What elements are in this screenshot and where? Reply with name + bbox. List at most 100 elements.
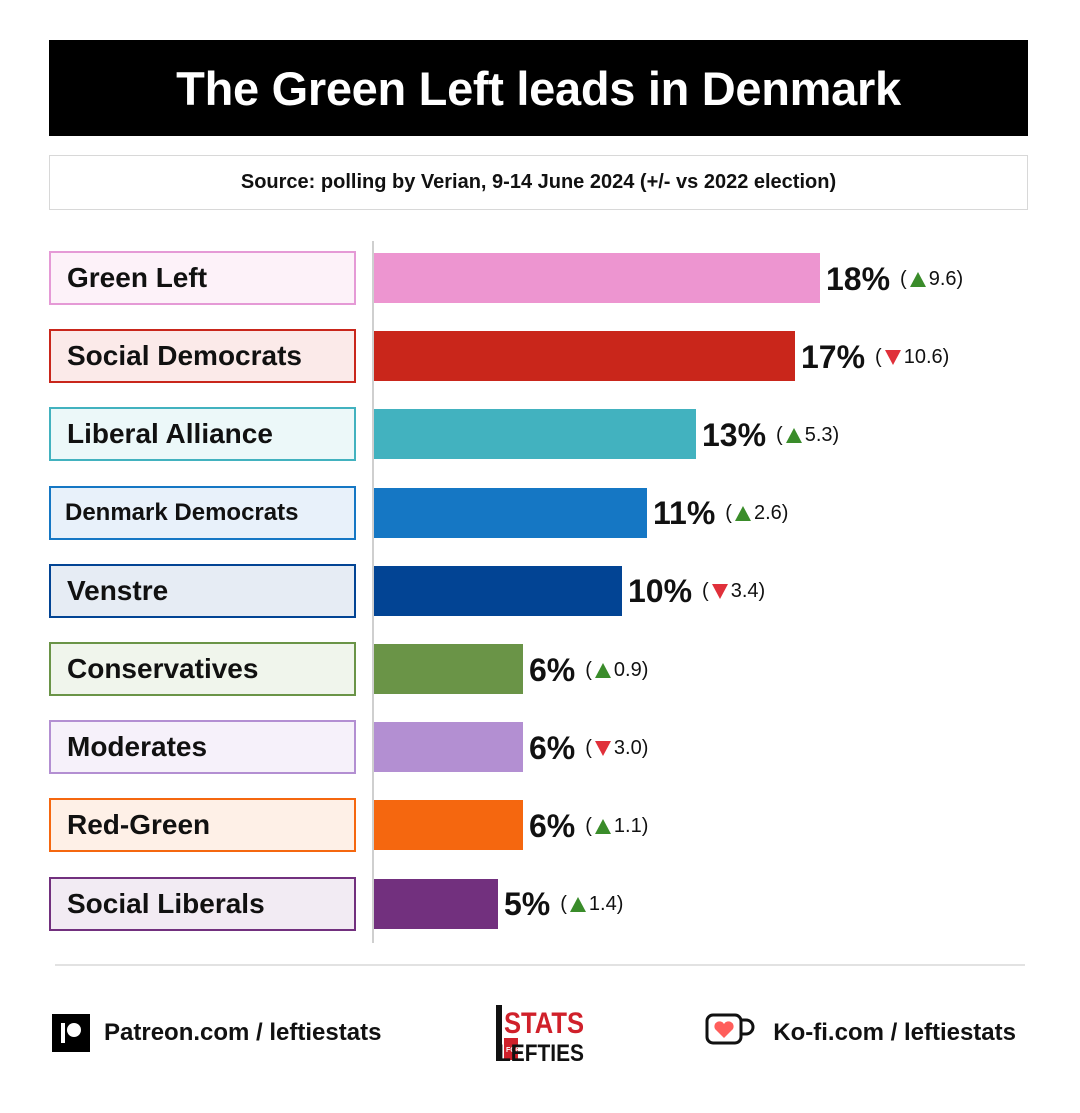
party-label: Social Democrats	[49, 329, 356, 384]
value-label: 10%	[628, 573, 693, 610]
triangle-up-icon	[569, 897, 586, 913]
party-label: Conservatives	[49, 642, 356, 696]
triangle-up-icon	[594, 818, 611, 834]
bar	[374, 565, 622, 616]
triangle-up-icon	[785, 427, 802, 443]
change-label: (2.6)	[725, 502, 788, 525]
bar-value: 5% (1.4)	[504, 883, 623, 927]
bar	[374, 409, 696, 460]
paren-open: (	[725, 502, 732, 525]
bar	[374, 800, 523, 851]
bar-value: 10% (3.4)	[628, 570, 765, 614]
party-label: Liberal Alliance	[49, 407, 356, 462]
bar-value: 6% (1.1)	[529, 804, 648, 848]
paren-open: (	[900, 267, 907, 290]
triangle-down-icon	[711, 584, 728, 600]
bar-row: Red-Green 6% (1.1)	[0, 798, 1080, 853]
change-label: (3.0)	[585, 737, 648, 760]
value-label: 5%	[504, 886, 551, 923]
paren-open: (	[875, 345, 882, 368]
paren-close: )	[832, 423, 840, 446]
bar-row: Denmark Democrats 11% (2.6)	[0, 485, 1080, 540]
subtitle-text: Source: polling by Verian, 9-14 June 202…	[240, 171, 837, 193]
bar-row: Social Democrats 17% (10.6)	[0, 329, 1080, 384]
change-label: (9.6)	[900, 268, 963, 291]
bar-value: 18% (9.6)	[826, 257, 963, 301]
change-label: (0.9)	[585, 659, 648, 682]
bar-row: Moderates 6% (3.0)	[0, 720, 1080, 775]
bar	[374, 487, 647, 538]
logo-for-text: FOR	[506, 1047, 521, 1054]
value-label: 18%	[826, 260, 891, 297]
bar-value: 13% (5.3)	[702, 413, 839, 457]
value-label: 13%	[702, 416, 767, 453]
footer-divider	[55, 964, 1025, 966]
change-label: (1.1)	[585, 815, 648, 838]
stats-for-lefties-logo: STATS FOR LEFTIES	[496, 1003, 586, 1067]
triangle-down-icon	[884, 349, 901, 365]
bar-row: Social Liberals 5% (1.4)	[0, 876, 1080, 931]
party-label: Moderates	[49, 720, 356, 775]
party-label: Social Liberals	[49, 876, 356, 931]
bar	[374, 253, 820, 303]
chart-title: The Green Left leads in Denmark	[49, 40, 1028, 136]
bar	[374, 331, 795, 382]
change-label: (5.3)	[776, 424, 839, 447]
triangle-up-icon	[734, 506, 751, 522]
paren-close: )	[641, 814, 649, 837]
patreon-link[interactable]: Patreon.com / leftiestats	[52, 1013, 381, 1053]
paren-open: (	[560, 893, 567, 916]
bar-value: 11% (2.6)	[653, 492, 788, 536]
change-value: 5.3	[804, 423, 833, 446]
paren-close: )	[942, 345, 950, 368]
kofi-link[interactable]: Ko-fi.com / leftiestats	[705, 1013, 1016, 1053]
paren-close: )	[616, 893, 624, 916]
bar-value: 17% (10.6)	[801, 335, 949, 379]
paren-open: (	[702, 580, 709, 603]
change-value: 3.0	[613, 736, 642, 759]
paren-close: )	[956, 267, 964, 290]
party-label: Venstre	[49, 563, 356, 618]
logo-lefties-text: LEFTIES	[498, 1040, 584, 1063]
patreon-icon	[52, 1014, 90, 1052]
bar-value: 6% (3.0)	[529, 726, 648, 770]
kofi-cup-icon	[705, 1012, 755, 1055]
change-value: 10.6	[903, 345, 943, 368]
bar	[374, 722, 523, 773]
bar	[374, 878, 498, 929]
paren-open: (	[776, 423, 783, 446]
bar-row: Liberal Alliance 13% (5.3)	[0, 407, 1080, 462]
change-value: 0.9	[613, 658, 642, 681]
party-label: Denmark Democrats	[49, 485, 356, 540]
change-value: 3.4	[730, 580, 759, 603]
value-label: 6%	[529, 729, 576, 766]
bar	[374, 644, 523, 694]
change-value: 2.6	[753, 502, 782, 525]
bar-row: Venstre 10% (3.4)	[0, 563, 1080, 618]
paren-open: (	[585, 814, 592, 837]
value-label: 6%	[529, 807, 576, 844]
change-value: 1.4	[588, 893, 617, 916]
party-label: Red-Green	[49, 798, 356, 853]
value-label: 6%	[529, 651, 576, 688]
change-label: (10.6)	[875, 346, 949, 369]
paren-open: (	[585, 736, 592, 759]
bar-row: Green Left 18% (9.6)	[0, 251, 1080, 305]
triangle-up-icon	[909, 271, 926, 287]
paren-close: )	[781, 502, 789, 525]
triangle-up-icon	[594, 662, 611, 678]
value-label: 17%	[801, 338, 866, 375]
triangle-down-icon	[594, 740, 611, 756]
paren-close: )	[758, 580, 766, 603]
paren-close: )	[641, 658, 649, 681]
change-value: 1.1	[613, 814, 642, 837]
chart-subtitle: Source: polling by Verian, 9-14 June 202…	[49, 155, 1028, 210]
logo-stats-text: STATS	[504, 1007, 584, 1040]
paren-close: )	[641, 736, 649, 759]
paren-open: (	[585, 658, 592, 681]
patreon-text: Patreon.com / leftiestats	[104, 1019, 382, 1046]
kofi-text: Ko-fi.com / leftiestats	[773, 1019, 1016, 1046]
party-label: Green Left	[49, 251, 356, 305]
value-label: 11%	[653, 495, 716, 532]
bar-row: Conservatives 6% (0.9)	[0, 642, 1080, 696]
